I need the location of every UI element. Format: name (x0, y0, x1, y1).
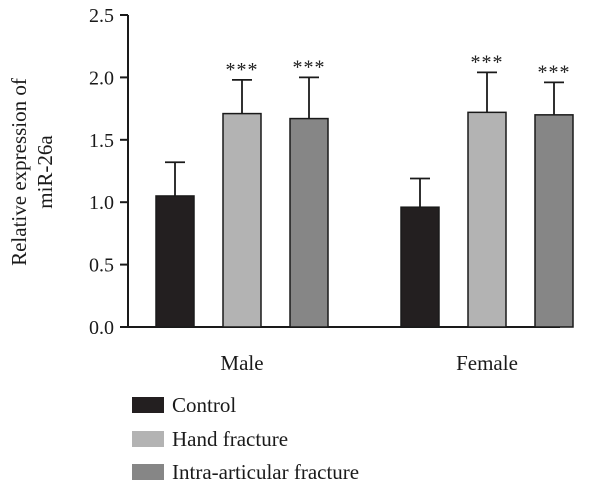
y-tick-label: 1.0 (89, 192, 114, 214)
bar-male-3 (289, 117, 329, 328)
legend-label: Control (172, 393, 236, 417)
significance-marker: *** (538, 61, 571, 83)
bar-male-1 (155, 195, 195, 328)
significance-marker: *** (471, 51, 504, 73)
legend-swatch (132, 431, 164, 447)
x-category-labels: Male Female (220, 351, 517, 375)
y-axis-label-line-2: miR-26a (33, 135, 57, 209)
x-category-label: Female (456, 351, 518, 375)
bar-female-2 (467, 111, 507, 328)
bar-female-1 (400, 206, 440, 328)
bar-female-3 (534, 114, 574, 328)
y-tick-label: 2.0 (89, 67, 114, 89)
y-tick-label: 1.5 (89, 130, 114, 152)
legend-label: Intra-articular fracture (172, 460, 359, 484)
significance-marker: *** (226, 59, 259, 81)
bars: *** *** *** *** (155, 51, 574, 328)
x-category-label: Male (220, 351, 263, 375)
legend-swatch (132, 464, 164, 480)
y-axis-label-line-1: Relative expression of (7, 78, 31, 266)
y-tick-label: 2.5 (89, 5, 114, 27)
significance-marker: *** (293, 56, 326, 78)
y-axis-title: Relative expression of miR-26a (7, 78, 57, 266)
legend: Control Hand fracture Intra-articular frac… (132, 393, 359, 484)
y-tick-label: 0.0 (89, 317, 114, 339)
legend-swatch (132, 397, 164, 413)
bar-male-2 (222, 112, 262, 328)
y-ticks: 0.0 0.5 1.0 1.5 2.0 2.5 (89, 5, 128, 339)
legend-label: Hand fracture (172, 427, 288, 451)
y-tick-label: 0.5 (89, 255, 114, 277)
